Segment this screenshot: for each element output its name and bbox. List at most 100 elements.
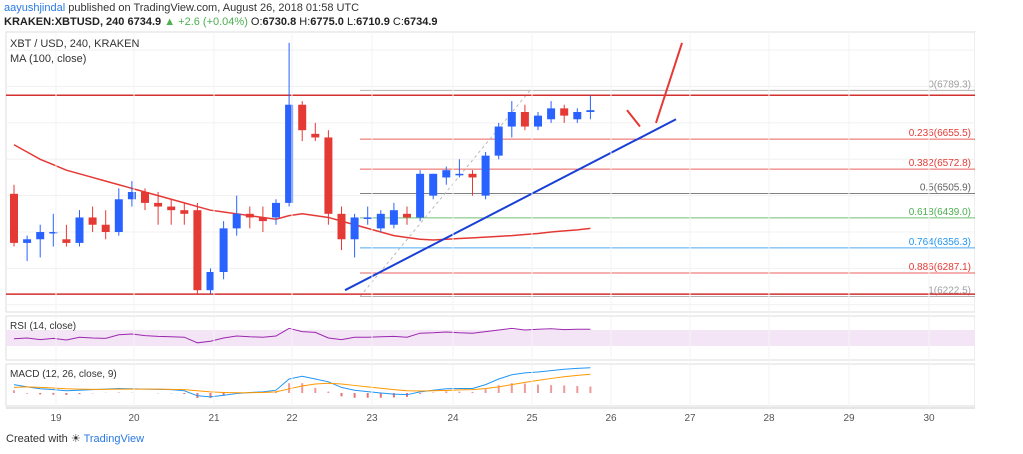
fib-level-label: 0(6789.3)	[928, 79, 971, 90]
trend-line	[344, 118, 677, 292]
chart-header: aayushjindal published on TradingView.co…	[0, 0, 1023, 30]
candle-body	[141, 192, 149, 203]
candle-body	[520, 112, 529, 127]
candle-body	[23, 239, 32, 243]
rsi-pane[interactable]: 50.0000	[5, 315, 1020, 361]
candle-body	[167, 206, 176, 211]
published-text: published on TradingView.com, August 26,…	[68, 2, 360, 14]
price-pane-frame	[5, 31, 976, 313]
rsi-legend: RSI (14, close)	[10, 321, 76, 332]
candle-body	[560, 108, 569, 116]
high-label: H:	[299, 16, 311, 28]
chart-canvas[interactable]: 6900.06800.06700.06600.06500.06400.06300…	[0, 0, 1023, 425]
ma-line	[13, 144, 591, 241]
macd-pane[interactable]: 0.0000	[5, 363, 1014, 407]
fib-level-label: 0.886(6287.1)	[909, 262, 971, 273]
last-price: 6734.9	[127, 16, 162, 28]
time-axis[interactable]: 19 20 21 22 23 24 25 26 27 28 29 30	[6, 32, 975, 424]
candle-body	[376, 213, 385, 229]
candle-body	[455, 173, 464, 176]
candle-body	[193, 210, 202, 291]
symbol-legend: XBT / USD, 240, KRAKEN	[10, 38, 139, 50]
x-tick-label: 21	[208, 413, 220, 424]
candle-body	[534, 115, 542, 127]
ma-legend: MA (100, close)	[10, 53, 86, 65]
candle-body	[481, 155, 490, 196]
candle-body	[206, 272, 215, 291]
candle-body	[547, 108, 556, 120]
candle-body	[245, 213, 254, 218]
candle-body	[258, 217, 267, 222]
fib-level-label: 0.5(6505.9)	[920, 182, 971, 193]
macd-legend: MACD (12, 26, close, 9)	[10, 369, 117, 380]
rsi-band	[6, 330, 975, 346]
x-tick-label: 20	[128, 413, 140, 424]
candle-body	[75, 217, 84, 243]
candle-body	[62, 239, 71, 243]
macd-pane-frame	[5, 363, 976, 407]
x-tick-label: 22	[286, 413, 298, 424]
candle-body	[285, 104, 294, 203]
candle-body	[298, 104, 307, 131]
macd-signal-line	[13, 373, 591, 394]
fib-level-label: 0.764(6356.3)	[909, 237, 971, 248]
publisher-link[interactable]: aayushjindal	[4, 2, 66, 14]
close-value: 6734.9	[403, 16, 438, 28]
candle-body	[442, 170, 451, 178]
tradingview-link[interactable]: TradingView	[83, 433, 145, 445]
x-tick-label: 24	[447, 413, 459, 424]
price-change: ▲ +2.6 (+0.04%)	[164, 16, 248, 28]
publish-info: aayushjindal published on TradingView.co…	[4, 2, 359, 14]
x-tick-label: 30	[923, 413, 935, 424]
candle-body	[507, 112, 516, 127]
candle-body	[403, 213, 411, 218]
candle-body	[88, 217, 97, 225]
candle-body	[324, 137, 333, 214]
x-tick-label: 19	[50, 413, 62, 424]
candle-body	[350, 217, 359, 240]
fib-level-label: 1(6222.5)	[928, 286, 971, 297]
x-tick-label: 25	[526, 413, 538, 424]
price-pane[interactable]: 6900.06800.06700.06600.06500.06400.06300…	[5, 31, 1017, 313]
x-tick-label: 26	[605, 413, 617, 424]
candle-body	[311, 133, 320, 138]
fib-level-label: 0.618(6439.0)	[909, 207, 971, 218]
candle-body	[586, 110, 595, 112]
high-value: 6775.0	[310, 16, 344, 28]
candle-body	[272, 202, 280, 218]
candle-body	[154, 202, 163, 207]
fib-level-label: 0.236(6655.5)	[909, 128, 971, 139]
close-label: C:	[392, 16, 404, 28]
candle-body	[389, 210, 398, 225]
candle-body	[468, 173, 477, 178]
projection-down-stroke	[626, 109, 641, 128]
candle-body	[573, 112, 582, 120]
candle-body	[127, 192, 136, 200]
candle-body	[429, 173, 438, 196]
projection-up-stroke	[655, 42, 683, 124]
candle-body	[101, 224, 110, 232]
low-label: L:	[346, 16, 357, 28]
footer: Created with ☀ TradingView	[6, 432, 144, 445]
rsi-line	[13, 327, 591, 344]
created-with-text: Created with	[6, 433, 68, 445]
fib-anchor-line	[359, 90, 531, 297]
ohlc-line: KRAKEN:XBTUSD, 240 6734.9 ▲ +2.6 (+0.04%…	[4, 16, 438, 28]
candle-body	[337, 213, 346, 240]
candle-body	[114, 199, 123, 232]
x-tick-label: 27	[684, 413, 696, 424]
candle-body	[49, 232, 58, 234]
candle-body	[10, 193, 18, 243]
candle-body	[36, 232, 45, 240]
candle-body	[363, 217, 372, 219]
candle-body	[219, 228, 228, 272]
open-value: 6730.8	[262, 16, 297, 28]
candle-body	[180, 210, 189, 214]
candle-body	[416, 173, 425, 218]
fib-level-label: 0.382(6572.8)	[909, 158, 971, 169]
candle-body	[494, 126, 503, 156]
x-tick-label: 23	[366, 413, 378, 424]
symbol-label: KRAKEN:XBTUSD, 240	[4, 16, 125, 28]
open-label: O:	[250, 16, 263, 28]
x-tick-label: 29	[843, 413, 855, 424]
